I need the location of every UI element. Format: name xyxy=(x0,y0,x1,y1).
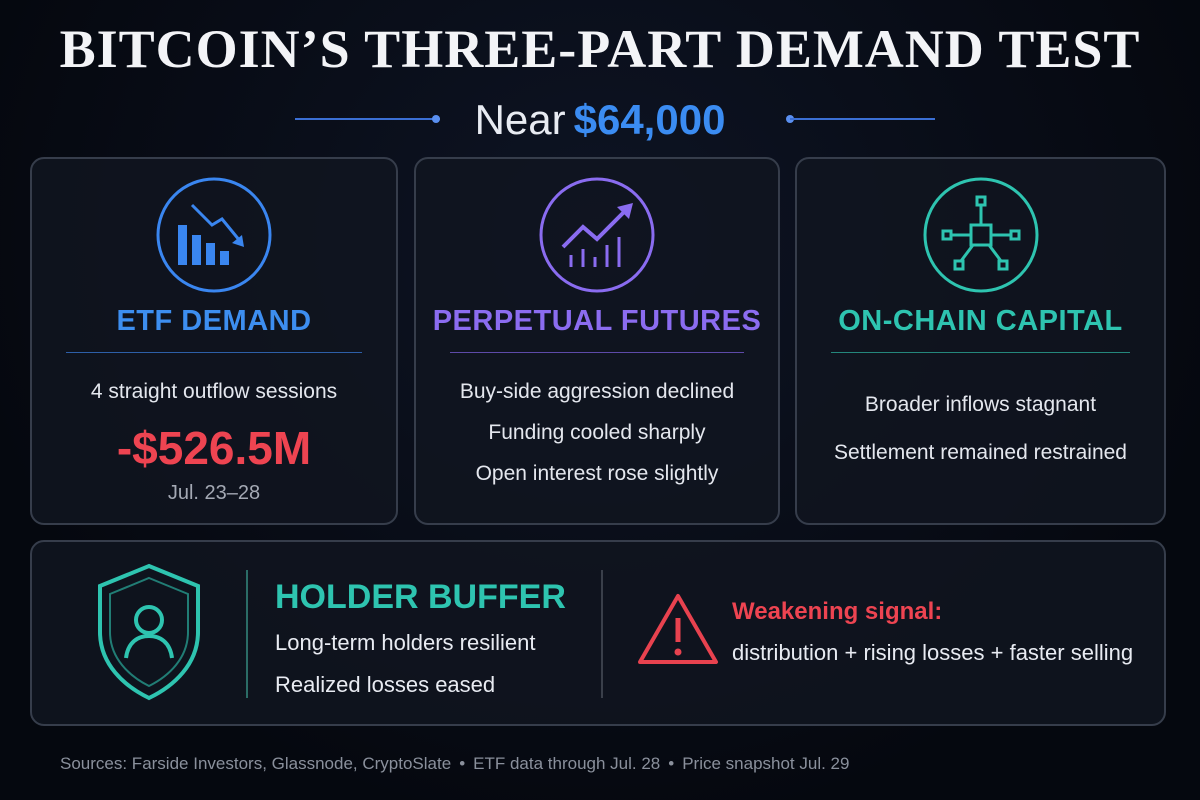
card-line: Open interest rose slightly xyxy=(475,462,719,485)
figure: -$526.5M xyxy=(116,422,312,474)
panel: HOLDER BUFFER Long-term holders resilien… xyxy=(30,540,1166,726)
card-title: PERPETUAL FUTURES xyxy=(432,305,762,337)
card: ETF DEMAND 4 straight outflow sessions -… xyxy=(30,157,398,525)
card-divider xyxy=(450,352,744,353)
source: ETF data through Jul. 28 xyxy=(473,754,661,773)
holder-line: Realized losses eased xyxy=(275,672,496,697)
card: PERPETUAL FUTURES Buy-side aggression de… xyxy=(414,157,780,525)
card: ON-CHAIN CAPITAL Broader inflows stagnan… xyxy=(795,157,1166,525)
subtitle-text: Near xyxy=(474,96,566,143)
subtitle: Near $64,000 xyxy=(0,96,1200,144)
onchain-icon xyxy=(923,177,1038,293)
separator: • xyxy=(459,754,466,773)
holder-line: Long-term holders resilient xyxy=(275,630,536,655)
warning-title: Weakening signal: xyxy=(732,598,943,625)
card-title: ON-CHAIN CAPITAL xyxy=(838,305,1123,337)
card-line: Settlement remained restrained xyxy=(834,441,1127,464)
card-line: Funding cooled sharply xyxy=(488,421,706,444)
title: BITCOIN’S THREE-PART DEMAND TEST xyxy=(59,19,1141,79)
divider xyxy=(246,570,248,698)
holder-title: HOLDER BUFFER xyxy=(275,578,566,616)
warning-icon xyxy=(638,594,718,664)
card-divider xyxy=(831,352,1130,353)
card-line: Buy-side aggression declined xyxy=(459,380,735,403)
footer: Sources: Farside Investors, Glassnode, C… xyxy=(60,754,849,774)
card-title: ETF DEMAND xyxy=(116,305,312,337)
card-divider xyxy=(66,352,362,353)
warning-text: distribution + rising losses + faster se… xyxy=(732,640,1134,665)
shield-icon xyxy=(98,563,200,701)
divider xyxy=(601,570,603,698)
divider xyxy=(295,118,440,120)
card-line: 4 straight outflow sessions xyxy=(90,380,338,403)
divider-dot xyxy=(432,115,440,123)
futures-icon xyxy=(539,177,655,293)
source: Price snapshot Jul. 29 xyxy=(682,754,850,773)
card-line: Broader inflows stagnant xyxy=(864,393,1097,416)
separator: • xyxy=(668,754,675,773)
price: $64,000 xyxy=(573,96,726,143)
date: Jul. 23–28 xyxy=(167,482,261,504)
divider xyxy=(790,118,935,120)
etf-icon xyxy=(156,177,272,293)
source: Sources: Farside Investors, Glassnode, C… xyxy=(60,754,452,773)
